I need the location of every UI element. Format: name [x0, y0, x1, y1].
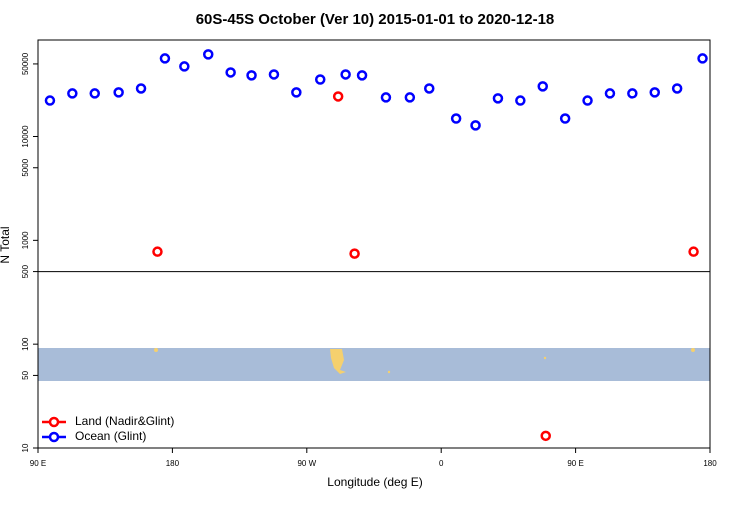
point — [537, 81, 548, 92]
legend-label: Land (Nadir&Glint) — [75, 414, 174, 428]
point — [688, 246, 699, 257]
point — [515, 95, 526, 106]
point — [152, 246, 163, 257]
plot-frame — [37, 39, 711, 449]
y-axis-label: N Total — [0, 226, 12, 263]
y-tick-label: 10 — [21, 443, 30, 452]
point — [44, 95, 56, 106]
x-tick-label: 90 E — [567, 459, 583, 468]
map-strip — [38, 348, 710, 381]
x-tick-label: 180 — [703, 459, 717, 468]
legend-marker — [48, 431, 60, 443]
x-axis-label: Longitude (deg E) — [327, 475, 422, 489]
point — [340, 69, 351, 80]
point — [671, 83, 683, 94]
point — [113, 87, 124, 98]
point — [627, 88, 638, 99]
legend-marker — [48, 416, 60, 428]
point — [314, 74, 326, 85]
point — [582, 95, 593, 106]
y-tick-label: 50 — [21, 370, 30, 379]
point — [540, 430, 551, 442]
legend-label: Ocean (Glint) — [75, 429, 146, 443]
point — [424, 83, 435, 94]
point — [450, 113, 462, 124]
point — [159, 53, 171, 64]
chart-title: 60S-45S October (Ver 10) 2015-01-01 to 2… — [196, 11, 555, 28]
x-tick-label: 90 E — [30, 459, 46, 468]
point — [89, 88, 100, 99]
point — [268, 69, 280, 80]
point — [697, 53, 708, 64]
y-tick-label: 50000 — [21, 52, 30, 75]
point — [225, 67, 236, 78]
land-blob — [154, 348, 158, 352]
point — [470, 120, 481, 131]
point — [604, 88, 616, 99]
y-tick-label: 500 — [21, 264, 30, 278]
land-blob — [330, 349, 346, 374]
ocean-band — [38, 348, 710, 381]
x-tick-label: 180 — [166, 459, 180, 468]
y-tick-label: 5000 — [21, 158, 30, 176]
point — [380, 92, 392, 103]
x-tick-label: 0 — [439, 459, 444, 468]
x-tick-label: 90 W — [297, 459, 316, 468]
land-blob — [543, 356, 547, 360]
point — [202, 49, 214, 60]
y-tick-label: 10000 — [21, 125, 30, 148]
point — [246, 70, 257, 81]
point — [559, 113, 571, 124]
point — [67, 88, 78, 99]
point — [356, 70, 368, 81]
point — [179, 61, 190, 72]
land-blob — [691, 348, 695, 352]
y-tick-label: 1000 — [21, 231, 30, 249]
point — [349, 248, 360, 259]
point — [492, 93, 504, 104]
point — [332, 91, 344, 102]
point — [404, 92, 416, 103]
point — [135, 83, 147, 94]
point — [291, 87, 302, 98]
point — [649, 87, 660, 98]
land-blob — [387, 370, 391, 374]
y-tick-label: 100 — [21, 337, 30, 351]
